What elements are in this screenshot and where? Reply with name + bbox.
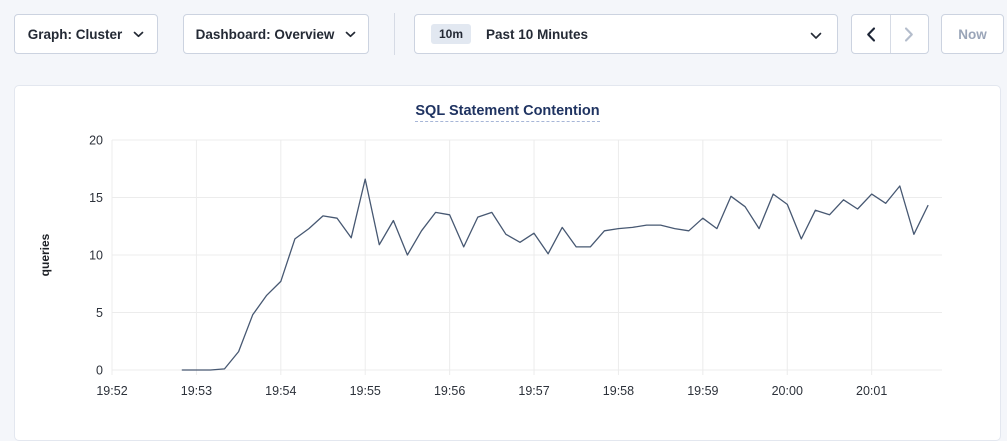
contention-chart[interactable]: 0 5 10 15 20 19:52 19:53 19:54 19:55 19:56 19:57 19… (15, 86, 1000, 416)
chevron-down-icon (345, 31, 356, 38)
prev-button[interactable] (852, 15, 890, 53)
chevron-left-icon (866, 26, 876, 42)
graph-dropdown[interactable]: Graph: Cluster (14, 14, 158, 54)
svg-text:10: 10 (89, 249, 103, 263)
time-step-group (851, 14, 929, 54)
svg-text:20: 20 (89, 134, 103, 148)
now-button[interactable]: Now (941, 14, 1004, 54)
time-range-label: Past 10 Minutes (486, 26, 589, 42)
chart-panel: 0 5 10 15 20 19:52 19:53 19:54 19:55 19:56 19:57 19… (14, 85, 1001, 441)
svg-text:19:57: 19:57 (518, 384, 549, 398)
svg-text:15: 15 (89, 191, 103, 205)
chevron-down-icon (810, 32, 822, 40)
svg-text:queries: queries (38, 233, 52, 276)
now-button-label: Now (958, 26, 987, 42)
svg-text:5: 5 (96, 306, 103, 320)
svg-text:19:55: 19:55 (350, 384, 381, 398)
svg-text:19:56: 19:56 (434, 384, 465, 398)
svg-text:19:58: 19:58 (603, 384, 634, 398)
svg-text:20:01: 20:01 (856, 384, 887, 398)
next-button[interactable] (889, 15, 928, 53)
dashboard-dropdown-label: Dashboard: Overview (195, 26, 335, 42)
chevron-down-icon (133, 31, 144, 38)
svg-text:0: 0 (96, 364, 103, 378)
svg-text:20:00: 20:00 (772, 384, 803, 398)
chart-title-row: SQL Statement Contention (15, 102, 1000, 122)
svg-text:19:54: 19:54 (265, 384, 296, 398)
time-range-picker[interactable]: 10m Past 10 Minutes (414, 14, 838, 54)
chart-title[interactable]: SQL Statement Contention (415, 103, 600, 122)
svg-text:19:52: 19:52 (96, 384, 127, 398)
dashboard-dropdown[interactable]: Dashboard: Overview (183, 14, 369, 54)
svg-text:19:59: 19:59 (687, 384, 718, 398)
svg-text:19:53: 19:53 (181, 384, 212, 398)
graph-dropdown-label: Graph: Cluster (27, 26, 123, 42)
chevron-right-icon (904, 26, 914, 42)
toolbar-divider (394, 13, 395, 55)
time-range-badge: 10m (431, 24, 472, 44)
